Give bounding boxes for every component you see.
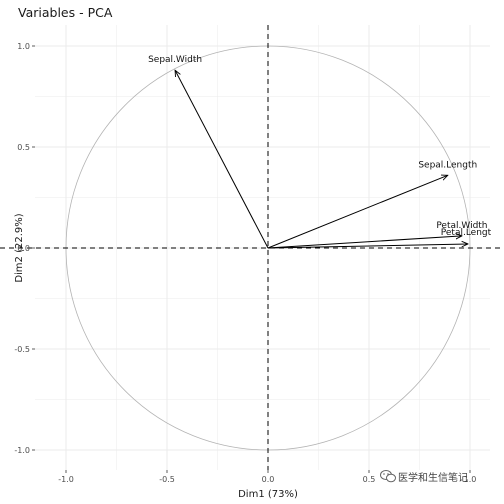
label-petal-length: Petal.Lengt — [441, 228, 492, 238]
variable-arrows — [175, 70, 468, 249]
reference-lines — [0, 25, 504, 470]
y-tick-label: 0.5 — [17, 143, 30, 152]
arrow-petal-length — [267, 244, 468, 249]
x-axis-title: Dim1 (73%) — [238, 489, 298, 500]
arrow-petal-width — [267, 236, 462, 249]
x-tick-label: 0.0 — [262, 475, 275, 484]
y-axis-title: Dim2 (22.9%) — [14, 213, 25, 282]
chart-title: Variables - PCA — [18, 5, 113, 20]
x-tick-label: 0.5 — [363, 475, 376, 484]
arrow-sepal-length — [267, 175, 448, 249]
arrow-sepal-width — [175, 70, 269, 249]
x-tick-label: -1.0 — [58, 475, 74, 484]
y-tick-label: 1.0 — [17, 42, 30, 51]
watermark-text: 医学和生信笔记 — [398, 471, 468, 484]
label-sepal-width: Sepal.Width — [148, 55, 202, 65]
y-tick-label: -0.5 — [14, 345, 30, 354]
y-tick-label: 0.0 — [17, 244, 30, 253]
wechat-icon — [380, 470, 396, 483]
label-petal-width: Petal.Width — [436, 221, 487, 231]
x-tick-label: -0.5 — [159, 475, 175, 484]
x-tick-label: 1.0 — [464, 475, 477, 484]
watermark: 医学和生信笔记 — [380, 470, 468, 484]
label-sepal-length: Sepal.Length — [418, 160, 477, 170]
x-axis-ticks: -1.0 -0.5 0.0 0.5 1.0 — [58, 470, 476, 484]
y-axis-ticks: -1.0 -0.5 0.0 0.5 1.0 — [14, 42, 35, 455]
y-tick-label: -1.0 — [14, 446, 30, 455]
variable-labels: Sepal.Length Sepal.Width Petal.WidthPetal.… — [148, 55, 492, 238]
